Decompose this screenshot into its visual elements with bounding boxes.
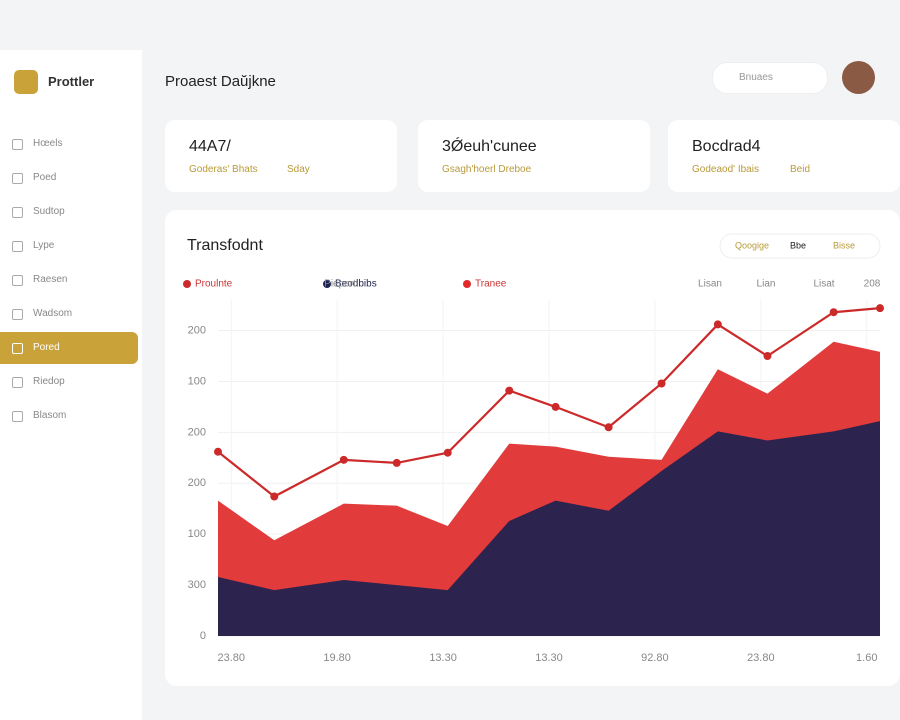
nav-item[interactable]: Lype	[0, 230, 138, 262]
card-title: 44A7/	[189, 138, 231, 155]
toggle-group	[719, 233, 881, 259]
legend-extra: 208	[864, 279, 881, 290]
y-tick-label: 100	[188, 528, 206, 540]
sidebar: Prottler Hœels Poed Sudtop Lype Raesen Wadsom…	[0, 50, 142, 720]
card-subtitle: Godeaod' Ibais	[692, 164, 759, 175]
point	[657, 379, 666, 388]
card-tag: Sday	[287, 164, 310, 175]
y-tick-label: 0	[200, 630, 206, 642]
legend-swatch	[183, 280, 191, 288]
point	[392, 458, 401, 467]
toggle[interactable]: Bisse	[833, 240, 855, 250]
point	[443, 448, 452, 457]
nav-label: Sudtop	[33, 206, 65, 217]
nav-item[interactable]: Pored	[0, 332, 138, 364]
legend-label: Tranee	[475, 279, 507, 290]
nav-label: Blasom	[33, 410, 67, 421]
x-tick-label: 19.80	[323, 652, 351, 664]
nav-icon	[12, 275, 23, 286]
nav-item[interactable]: Poed	[0, 162, 138, 194]
card-subtitle: Gsagh'hoerl Dreboe	[442, 164, 532, 175]
card-subtitle: Goderas' Bhats	[189, 164, 258, 175]
legend-swatch	[323, 280, 331, 288]
area	[218, 421, 880, 636]
x-tick-label: 92.80	[641, 652, 669, 664]
y-tick-label: 200	[188, 324, 206, 336]
nav-label: Wadsom	[33, 308, 73, 319]
point	[713, 320, 722, 329]
nav-label: Hœels	[33, 138, 63, 149]
stat-card[interactable]: 44A7/Goderas' Bhats Sday	[165, 120, 397, 192]
y-tick-label: 100	[188, 375, 206, 387]
x-tick-label: 23.80	[217, 652, 245, 664]
nav-label: Lype	[33, 240, 55, 251]
point	[214, 447, 222, 456]
chart-title: Transfodnt	[187, 237, 263, 254]
nav-icon	[12, 343, 23, 354]
nav-icon	[12, 309, 23, 320]
legend-swatch	[463, 280, 471, 288]
nav-label: Raesen	[33, 274, 68, 285]
brand: Prottler	[48, 74, 95, 89]
x-tick-label: 13.30	[429, 652, 457, 664]
page-title: Proaest Daŭjkne	[165, 73, 276, 90]
legend-extra: Lian	[757, 279, 776, 290]
card-title: 3Ǿeuh'cunee	[442, 138, 537, 155]
legend-label: Beodbibs	[335, 279, 377, 290]
nav-icon	[12, 173, 23, 184]
point	[339, 455, 348, 464]
point	[270, 492, 279, 501]
nav-icon	[12, 377, 23, 388]
point	[551, 402, 560, 411]
legend-extra: Lisat	[813, 279, 834, 290]
nav-item[interactable]: Blasom	[0, 400, 138, 432]
x-tick-label: 23.80	[747, 652, 775, 664]
nav-icon	[12, 411, 23, 422]
legend-label: Proulnte	[195, 279, 233, 290]
search-text: Bnuaes	[739, 72, 773, 83]
point	[505, 386, 514, 395]
legend-extra: Pieport	[324, 279, 356, 290]
point	[604, 423, 613, 432]
nav-icon	[12, 139, 23, 150]
point	[829, 308, 838, 317]
nav-item[interactable]: Sudtop	[0, 196, 138, 228]
nav-label: Pored	[33, 342, 60, 353]
stat-card[interactable]: Bocdrad4 Godeaod' Ibais Beid	[668, 120, 900, 192]
point	[876, 304, 884, 313]
nav-icon	[12, 207, 23, 218]
nav-label: Riedop	[33, 376, 65, 387]
stat-card[interactable]: 3Ǿeuh'cunee Gsagh'hoerl Dreboe	[418, 120, 650, 192]
nav-label: Poed	[33, 172, 57, 183]
toggle[interactable]: Qoogige	[735, 240, 769, 250]
nav-item[interactable]: Raesen	[0, 264, 138, 296]
nav-item[interactable]: Hœels	[0, 128, 138, 160]
y-tick-label: 300	[188, 579, 206, 591]
brand-logo	[14, 70, 38, 94]
nav-item[interactable]: Wadsom	[0, 298, 138, 330]
point	[763, 352, 772, 360]
nav-icon	[12, 241, 23, 252]
nav-item[interactable]: Riedop	[0, 366, 138, 398]
toggle[interactable]: Bbe	[790, 240, 806, 250]
search-box[interactable]: Bnuaes	[712, 62, 828, 94]
avatar[interactable]	[842, 61, 875, 94]
y-tick-label: 200	[188, 426, 206, 438]
y-tick-label: 200	[188, 477, 206, 489]
x-tick-label: 13.30	[535, 652, 563, 664]
card-title: Bocdrad4	[692, 138, 761, 155]
x-tick-label: 1.60	[856, 652, 877, 664]
legend-extra: Lisan	[698, 279, 722, 290]
card-tag: Beid	[790, 164, 811, 175]
